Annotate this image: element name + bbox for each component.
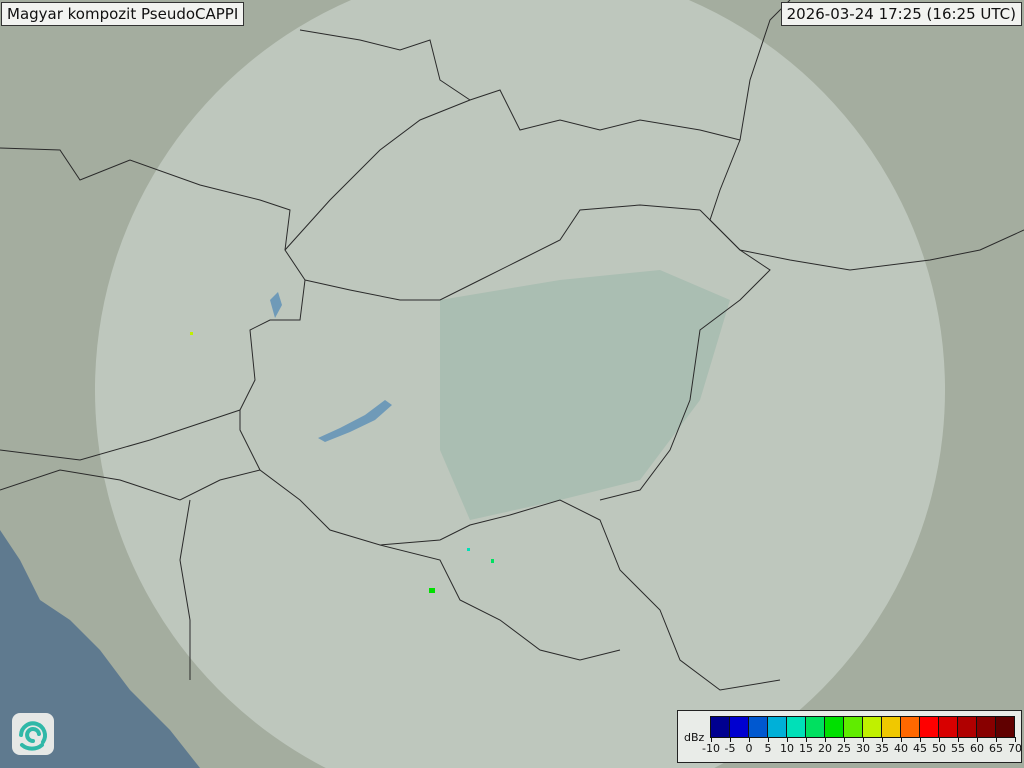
legend-bin <box>996 717 1014 737</box>
legend-tick <box>787 737 788 742</box>
legend-bin <box>806 717 825 737</box>
legend-label: -10 <box>702 742 720 755</box>
radar-echo <box>467 548 470 551</box>
radar-echo <box>190 332 193 335</box>
legend-bin <box>863 717 882 737</box>
legend-label: 15 <box>799 742 813 755</box>
legend-color-bar <box>710 716 1015 738</box>
sea-adriatic <box>0 530 200 768</box>
legend-tick <box>730 737 731 742</box>
legend-bin <box>977 717 996 737</box>
legend-unit: dBz <box>684 731 705 744</box>
legend-label: 30 <box>856 742 870 755</box>
legend-tick <box>1015 737 1016 742</box>
legend-bin <box>730 717 749 737</box>
legend-tick <box>977 737 978 742</box>
legend-bin <box>711 717 730 737</box>
legend-tick <box>844 737 845 742</box>
legend-bin <box>787 717 806 737</box>
legend-tick <box>958 737 959 742</box>
legend-bin <box>939 717 958 737</box>
legend-tick <box>806 737 807 742</box>
legend-tick <box>882 737 883 742</box>
legend-label: 50 <box>932 742 946 755</box>
legend-label: 70 <box>1008 742 1022 755</box>
legend-label: -5 <box>724 742 736 755</box>
legend-label: 60 <box>970 742 984 755</box>
legend-tick <box>749 737 750 742</box>
legend-label: 5 <box>764 742 772 755</box>
radar-echoes <box>190 332 494 593</box>
lake-balaton <box>318 400 392 442</box>
legend-tick <box>863 737 864 742</box>
legend-tick <box>920 737 921 742</box>
legend-label: 40 <box>894 742 908 755</box>
legend-bin <box>958 717 977 737</box>
legend-bin <box>882 717 901 737</box>
country-borders <box>0 0 1024 691</box>
legend-bin <box>901 717 920 737</box>
legend-bin <box>844 717 863 737</box>
great-plain <box>440 270 730 520</box>
swirl-logo-icon <box>19 721 47 751</box>
logo <box>12 713 54 755</box>
lake-neusiedl <box>270 292 282 318</box>
legend-bin <box>768 717 787 737</box>
legend-label: 20 <box>818 742 832 755</box>
legend-tick <box>996 737 997 742</box>
legend-label: 65 <box>989 742 1003 755</box>
legend-label: 55 <box>951 742 965 755</box>
legend-label: 10 <box>780 742 794 755</box>
legend-tick <box>825 737 826 742</box>
legend-label: 25 <box>837 742 851 755</box>
radar-echo <box>491 559 494 563</box>
legend-label: 0 <box>745 742 753 755</box>
radar-echo <box>429 588 435 593</box>
legend-bin <box>825 717 844 737</box>
legend-tick <box>711 737 712 742</box>
legend-tick <box>939 737 940 742</box>
legend-label: 35 <box>875 742 889 755</box>
legend-label: 45 <box>913 742 927 755</box>
legend-tick <box>901 737 902 742</box>
product-title: Magyar kompozit PseudoCAPPI <box>1 2 245 26</box>
dbz-legend: dBz -10 -5 0 5 10 15 20 25 30 35 40 45 50 55 60 65 70 <box>677 710 1022 763</box>
legend-tick <box>768 737 769 742</box>
timestamp: 2026-03-24 17:25 (16:25 UTC) <box>780 2 1022 26</box>
legend-bin <box>920 717 939 737</box>
legend-bin <box>749 717 768 737</box>
